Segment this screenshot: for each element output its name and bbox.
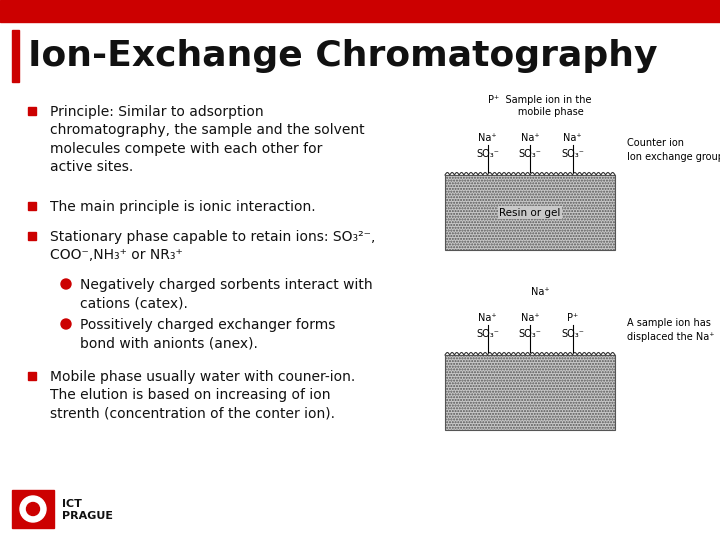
Bar <box>12 30 19 82</box>
Text: Mobile phase usually water with couner-ion.
The elution is based on increasing o: Mobile phase usually water with couner-i… <box>50 370 355 421</box>
Bar <box>28 107 36 115</box>
Text: A sample ion has
displaced the Na⁺: A sample ion has displaced the Na⁺ <box>627 319 714 342</box>
Bar <box>28 232 36 240</box>
Text: ICT
PRAGUE: ICT PRAGUE <box>62 499 113 522</box>
Text: Na⁺: Na⁺ <box>478 313 497 323</box>
Text: SO₃⁻: SO₃⁻ <box>518 149 541 159</box>
Text: Principle: Similar to adsorption
chromatography, the sample and the solvent
mole: Principle: Similar to adsorption chromat… <box>50 105 364 174</box>
Bar <box>445 355 615 430</box>
Text: Stationary phase capable to retain ions: SO₃²⁻,
COO⁻,NH₃⁺ or NR₃⁺: Stationary phase capable to retain ions:… <box>50 230 375 262</box>
Text: Na⁺: Na⁺ <box>563 133 582 143</box>
Text: Possitively charged exchanger forms
bond with anionts (anex).: Possitively charged exchanger forms bond… <box>80 318 336 350</box>
Text: SO₃⁻: SO₃⁻ <box>561 149 584 159</box>
Text: P⁺  Sample ion in the
       mobile phase: P⁺ Sample ion in the mobile phase <box>488 94 592 117</box>
Text: Na⁺: Na⁺ <box>478 133 497 143</box>
Text: Ion-Exchange Chromatography: Ion-Exchange Chromatography <box>28 39 657 73</box>
Text: Negatively charged sorbents interact with
cations (catex).: Negatively charged sorbents interact wit… <box>80 278 373 310</box>
Circle shape <box>20 496 46 522</box>
Text: SO₃⁻: SO₃⁻ <box>476 329 499 339</box>
Text: Na⁺: Na⁺ <box>521 313 539 323</box>
Text: P⁺: P⁺ <box>567 313 578 323</box>
Text: SO₃⁻: SO₃⁻ <box>561 329 584 339</box>
Bar <box>0 0 720 22</box>
Text: SO₃⁻: SO₃⁻ <box>476 149 499 159</box>
Bar <box>12 490 54 528</box>
Text: Counter ion
Ion exchange group: Counter ion Ion exchange group <box>627 138 720 161</box>
Bar <box>28 202 36 210</box>
Circle shape <box>61 279 71 289</box>
Text: Na⁺: Na⁺ <box>521 133 539 143</box>
Text: SO₃⁻: SO₃⁻ <box>518 329 541 339</box>
Text: The main principle is ionic interaction.: The main principle is ionic interaction. <box>50 200 315 214</box>
Circle shape <box>61 319 71 329</box>
Text: Resin or gel: Resin or gel <box>499 207 561 218</box>
Bar <box>445 175 615 250</box>
Bar <box>28 372 36 380</box>
Text: Na⁺: Na⁺ <box>531 287 549 297</box>
Circle shape <box>27 503 40 516</box>
